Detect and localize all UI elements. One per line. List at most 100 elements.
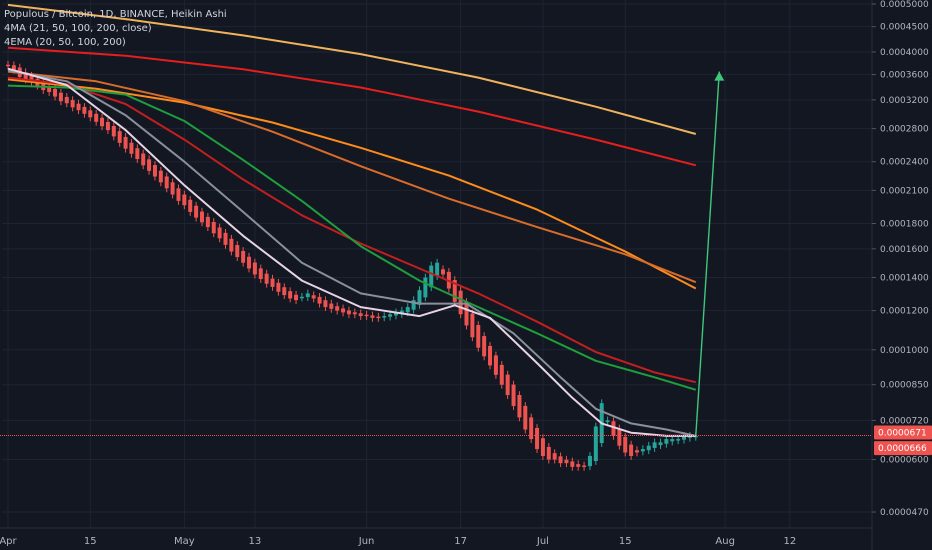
candle-body <box>88 110 93 118</box>
candle-body <box>576 464 581 467</box>
candle-body <box>152 165 157 177</box>
price-tag-label: 0.0000666 <box>878 444 927 454</box>
time-tick-label: Jun <box>358 536 375 547</box>
price-axis[interactable]: 0.0005000 0.0004500 0.0004000 0.0003600 0.00… <box>871 0 932 550</box>
candle-body <box>393 312 398 316</box>
sma-line-0 <box>7 3 697 135</box>
candle-body <box>423 277 428 298</box>
candle-body <box>493 355 498 375</box>
candle-body <box>105 121 110 131</box>
price-tick-label: 0.0004500 <box>880 23 929 33</box>
candle-body <box>100 117 105 127</box>
candle-body <box>570 461 575 467</box>
candle-body <box>164 176 169 189</box>
price-tick-label: 0.0002100 <box>880 186 929 196</box>
candle-body <box>323 300 328 308</box>
candle-body <box>623 436 628 453</box>
ema-indicator-label[interactable]: 4EMA (20, 50, 100, 200) <box>4 37 126 48</box>
price-tick-label: 0.0000850 <box>880 381 929 391</box>
projection-arrow-head <box>714 71 725 81</box>
price-tick-label: 0.0000600 <box>880 456 929 466</box>
candle-body <box>676 439 681 441</box>
price-tick-label: 0.0002400 <box>880 158 929 168</box>
candle-body <box>76 103 81 111</box>
candle-body <box>388 314 393 317</box>
symbol-title[interactable]: Populous / Bitcoin, 1D, BINANCE, Heikin … <box>4 9 227 20</box>
grid-lines <box>2 0 872 528</box>
candle-body <box>417 290 422 305</box>
candle-body <box>235 245 240 258</box>
price-tick-label: 0.0004000 <box>880 48 929 58</box>
price-tag-bg <box>874 441 932 456</box>
candle-body <box>341 308 346 313</box>
candle-body <box>441 269 445 275</box>
candle-body <box>358 313 363 317</box>
candle-body <box>311 295 316 299</box>
price-tick-label: 0.0003200 <box>880 96 929 106</box>
candle-body <box>305 293 310 298</box>
time-tick-label: 15 <box>84 536 97 547</box>
candle-body <box>611 421 616 436</box>
candle-body <box>634 450 639 453</box>
price-tick-label: 0.0001000 <box>880 346 929 356</box>
candle-body <box>223 232 228 245</box>
time-tick-label: 15 <box>619 536 632 547</box>
candle-body <box>564 459 569 464</box>
candle-body <box>188 199 193 212</box>
candle-body <box>276 282 281 292</box>
ema-line-4 <box>7 76 697 384</box>
time-tick-label: Apr <box>0 536 18 547</box>
ma-indicator-label[interactable]: 4MA (21, 50, 100, 200, close) <box>4 23 152 34</box>
time-tick-label: May <box>174 536 195 547</box>
time-tick-label: 13 <box>249 536 262 547</box>
candle-body <box>376 316 381 319</box>
ema-line-3 <box>7 70 697 284</box>
price-tick-label: 0.0001600 <box>880 245 929 255</box>
candle-body <box>282 287 287 296</box>
projection-line-8 <box>695 71 720 436</box>
candle-body <box>205 216 210 228</box>
price-tick-label: 0.0001200 <box>880 307 929 317</box>
time-tick-label: 17 <box>454 536 467 547</box>
candle-body <box>247 256 252 269</box>
candle-body <box>617 428 622 446</box>
candle-body <box>241 250 246 263</box>
candle-body <box>429 265 434 288</box>
candle-body <box>53 89 58 97</box>
sma-line-2 <box>7 78 697 290</box>
candle-body <box>82 106 87 114</box>
indicator-lines <box>7 3 725 437</box>
candle-body <box>670 439 675 442</box>
candle-body <box>517 395 522 418</box>
candle-body <box>270 278 275 287</box>
candle-body <box>170 182 175 195</box>
candle-body <box>499 364 504 385</box>
candle-body <box>217 227 222 239</box>
candle-body <box>11 65 16 70</box>
candle-body <box>299 296 304 299</box>
candle-body <box>29 75 34 82</box>
candle-body <box>176 188 181 201</box>
candle-body <box>194 205 199 218</box>
candle-body <box>452 280 457 302</box>
candle-body <box>147 159 152 171</box>
candle-body <box>64 96 69 104</box>
sma-line-7 <box>7 67 696 437</box>
candle-body <box>135 148 140 160</box>
sma-line-5 <box>7 84 697 391</box>
candle-body <box>70 100 75 108</box>
time-axis[interactable]: Apr 15 May 13 Jun 17 Jul 15 Aug 12 <box>0 527 872 547</box>
candle-body <box>511 384 516 406</box>
candles <box>6 60 698 471</box>
time-tick-label: Jul <box>536 536 549 547</box>
candle-body <box>682 435 687 440</box>
candle-body <box>111 126 116 137</box>
price-tick-label: 0.0002800 <box>880 125 929 135</box>
candle-body <box>558 456 563 464</box>
candle-body <box>482 336 487 357</box>
sma-line-1 <box>7 46 697 167</box>
candle-body <box>117 131 122 143</box>
candle-body <box>288 291 293 299</box>
